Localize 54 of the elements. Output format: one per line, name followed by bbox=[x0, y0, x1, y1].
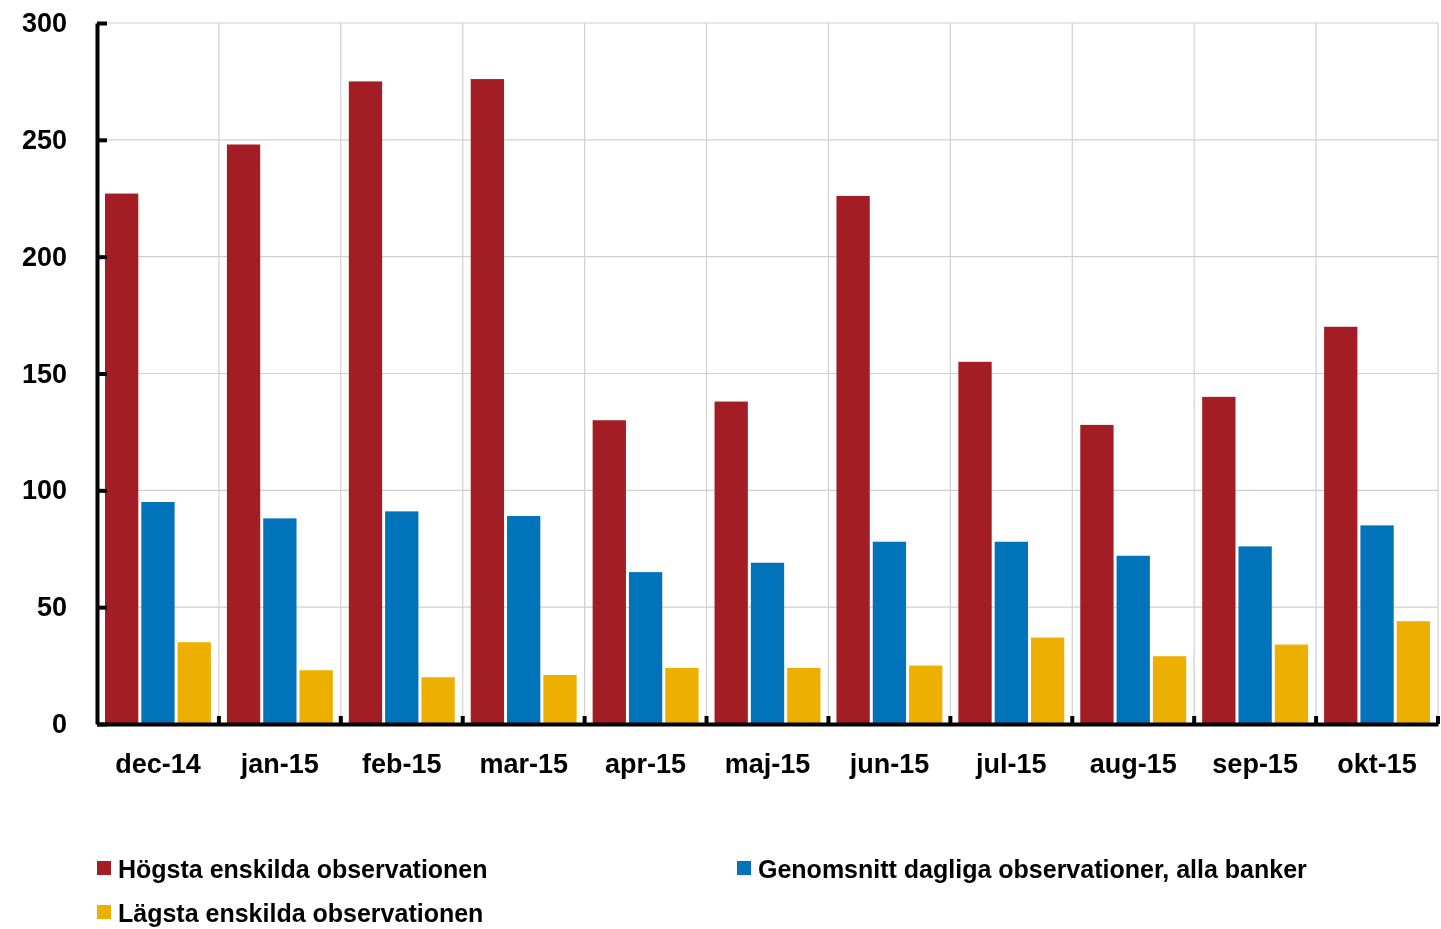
bar bbox=[1238, 546, 1272, 724]
x-tick-label: aug-15 bbox=[1089, 749, 1177, 780]
bar bbox=[299, 670, 333, 724]
y-tick-label: 300 bbox=[21, 8, 67, 39]
x-tick-label: okt-15 bbox=[1337, 749, 1417, 780]
x-tick-label: mar-15 bbox=[479, 749, 568, 780]
bar bbox=[1030, 637, 1065, 724]
bar bbox=[105, 193, 139, 724]
y-tick-label: 150 bbox=[21, 358, 67, 389]
y-tick-label: 0 bbox=[51, 709, 67, 740]
legend-label: Lägsta enskilda observationen bbox=[118, 898, 484, 927]
y-tick-label: 250 bbox=[21, 124, 67, 155]
bar bbox=[226, 144, 261, 724]
x-tick-label: maj-15 bbox=[724, 749, 811, 780]
x-tick-label: jun-15 bbox=[848, 749, 930, 780]
bar bbox=[1396, 621, 1430, 724]
bar bbox=[507, 516, 541, 724]
x-tick-label: sep-15 bbox=[1212, 749, 1298, 780]
x-tick-label: apr-15 bbox=[605, 749, 687, 780]
bar bbox=[1324, 326, 1358, 724]
bar bbox=[470, 79, 505, 724]
bar bbox=[1116, 555, 1150, 724]
bar bbox=[141, 502, 175, 724]
x-tick-label: dec-14 bbox=[115, 749, 201, 780]
legend-label: Genomsnitt dagliga observationer, alla banker bbox=[758, 854, 1308, 883]
bar bbox=[750, 562, 785, 724]
bar bbox=[1152, 656, 1187, 724]
x-tick-label: feb-15 bbox=[362, 749, 442, 780]
bar bbox=[1080, 424, 1114, 724]
bar bbox=[958, 361, 992, 724]
bar bbox=[994, 541, 1028, 724]
x-tick-label: jan-15 bbox=[239, 749, 319, 780]
bar bbox=[872, 541, 907, 724]
bar bbox=[263, 518, 297, 724]
bar bbox=[177, 642, 211, 724]
bar bbox=[628, 572, 663, 724]
legend-label: Högsta enskilda observationen bbox=[118, 854, 488, 883]
bar bbox=[787, 667, 821, 724]
x-tick-label: jul-15 bbox=[975, 749, 1047, 780]
bar bbox=[421, 677, 455, 724]
bar bbox=[348, 81, 383, 724]
bar bbox=[1202, 396, 1236, 724]
y-tick-label: 100 bbox=[21, 475, 67, 506]
bar bbox=[1360, 525, 1394, 724]
bar bbox=[909, 665, 943, 724]
y-tick-label: 50 bbox=[36, 592, 67, 623]
bar bbox=[543, 674, 577, 724]
y-tick-label: 200 bbox=[21, 241, 67, 272]
bar bbox=[665, 667, 699, 724]
bar bbox=[836, 195, 870, 724]
bar bbox=[592, 420, 626, 724]
bar bbox=[1274, 644, 1309, 724]
bar bbox=[385, 511, 419, 724]
bar bbox=[714, 401, 748, 724]
